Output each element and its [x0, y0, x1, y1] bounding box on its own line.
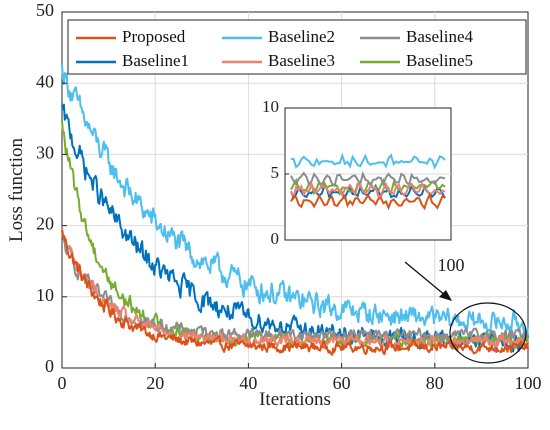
zoom-ellipse: [449, 302, 527, 364]
legend-entry-proposed: Proposed: [76, 27, 186, 46]
inset-x-label: 100: [438, 255, 465, 275]
x-axis-label: Iterations: [259, 389, 331, 410]
x-tick-label-3: 60: [333, 373, 351, 393]
x-tick-label-2: 40: [239, 373, 257, 393]
annotation-arrow: [404, 261, 447, 297]
legend-label: Baseline1: [122, 51, 189, 70]
legend-label: Baseline5: [406, 51, 473, 70]
x-tick-label-0: 0: [58, 373, 67, 393]
legend-label: Baseline2: [268, 27, 335, 46]
series-line-baseline2: [61, 63, 529, 337]
legend-entry-baseline2: Baseline2: [222, 27, 335, 46]
inset-lines: [290, 152, 446, 211]
x-axis-ticks: 0 20 40 60 80 100: [58, 363, 542, 393]
annotation-arrowhead: [439, 290, 452, 301]
inset-y-tick-label-2: 10: [262, 97, 279, 116]
legend: Proposed Baseline2 Baseline4 Baseline1 Basel…: [67, 19, 527, 75]
inset-line-baseline2: [290, 152, 446, 170]
y-tick-label-0: 0: [45, 356, 54, 376]
zoom-annotation: [404, 261, 527, 364]
inset-y-tick-label-1: 5: [271, 163, 280, 182]
inset-zoom: 0 5 10 100: [262, 97, 465, 275]
legend-entry-baseline5: Baseline5: [360, 51, 473, 70]
inset-line-proposed: [290, 192, 446, 211]
legend-label: Baseline4: [406, 27, 474, 46]
inset-line-baseline4: [290, 170, 446, 188]
inset-y-ticks: 0 5 10: [262, 97, 289, 248]
legend-label: Baseline3: [268, 51, 335, 70]
x-tick-label-5: 100: [515, 373, 542, 393]
y-tick-label-5: 50: [36, 0, 54, 20]
inset-line-baseline3: [290, 180, 446, 200]
y-tick-label-3: 30: [36, 143, 54, 163]
inset-line-baseline5: [290, 177, 446, 197]
x-tick-label-4: 80: [426, 373, 444, 393]
y-axis-label: Loss function: [6, 138, 27, 242]
y-axis-ticks: 0 10 20 30 40 50: [36, 0, 67, 376]
y-tick-label-2: 20: [36, 214, 54, 234]
legend-entry-baseline4: Baseline4: [360, 27, 474, 46]
legend-entry-baseline3: Baseline3: [222, 51, 335, 70]
series-line-proposed: [61, 229, 529, 356]
y-tick-label-4: 40: [36, 71, 54, 91]
series-lines: [61, 63, 529, 356]
y-tick-label-1: 10: [36, 285, 54, 305]
x-tick-label-1: 20: [146, 373, 164, 393]
inset-y-tick-label-0: 0: [271, 229, 280, 248]
legend-label: Proposed: [122, 27, 186, 46]
legend-entry-baseline1: Baseline1: [76, 51, 189, 70]
legend-box: [67, 19, 527, 75]
